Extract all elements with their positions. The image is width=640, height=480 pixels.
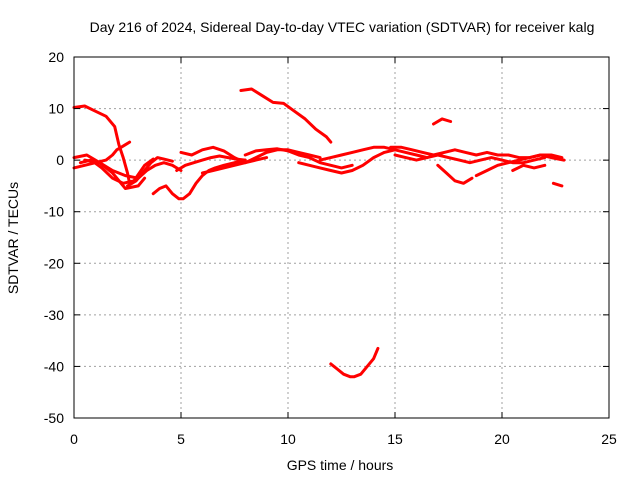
chart-title: Day 216 of 2024, Sidereal Day-to-day VTE… — [90, 19, 595, 35]
series-arc-10 — [200, 148, 322, 175]
y-tick-label: 10 — [48, 101, 64, 117]
series-arc-6 — [126, 156, 174, 188]
x-tick-label: 15 — [387, 431, 403, 447]
series-arc-22 — [551, 181, 564, 188]
series-arc-7 — [151, 158, 247, 201]
series-arc-9 — [179, 145, 269, 165]
y-axis-label: SDTVAR / TECUs — [5, 182, 21, 294]
y-tick-label: 0 — [56, 152, 64, 168]
series-arc-5 — [78, 157, 155, 185]
series-arc-18 — [432, 117, 453, 126]
series-arc-15 — [329, 346, 380, 379]
series-arc-19 — [436, 163, 474, 185]
series-arc-12 — [243, 147, 354, 170]
y-tick-label: -30 — [44, 307, 64, 323]
series-arc-11 — [239, 87, 333, 144]
x-tick-label: 25 — [601, 431, 617, 447]
series-arc-14 — [318, 145, 429, 162]
y-tick-label: -50 — [44, 410, 64, 426]
y-tick-label: -40 — [44, 358, 64, 374]
y-tick-label: -10 — [44, 204, 64, 220]
series-arc-2 — [72, 140, 132, 170]
plot-frame — [73, 56, 610, 419]
x-axis-label: GPS time / hours — [287, 457, 394, 473]
x-tick-label: 0 — [70, 431, 78, 447]
series-arc-3 — [72, 153, 147, 190]
plot-area — [72, 87, 566, 379]
series-arc-21 — [511, 163, 547, 172]
x-tick-label: 20 — [494, 431, 510, 447]
series-arc-13 — [297, 148, 397, 175]
x-tick-label: 10 — [280, 431, 296, 447]
series-arc-20 — [474, 153, 566, 178]
series-arc-17 — [393, 153, 547, 165]
y-tick-label: 20 — [48, 49, 64, 65]
axis-ticks — [73, 56, 610, 419]
tick-labels: 0 5 10 15 20 25 -50 -40 -30 -20 -10 0 10 20 — [44, 49, 617, 447]
series-arc-4 — [83, 158, 183, 180]
series-arc-1 — [72, 104, 132, 185]
grid — [74, 57, 609, 418]
x-tick-label: 5 — [177, 431, 185, 447]
y-tick-label: -20 — [44, 255, 64, 271]
